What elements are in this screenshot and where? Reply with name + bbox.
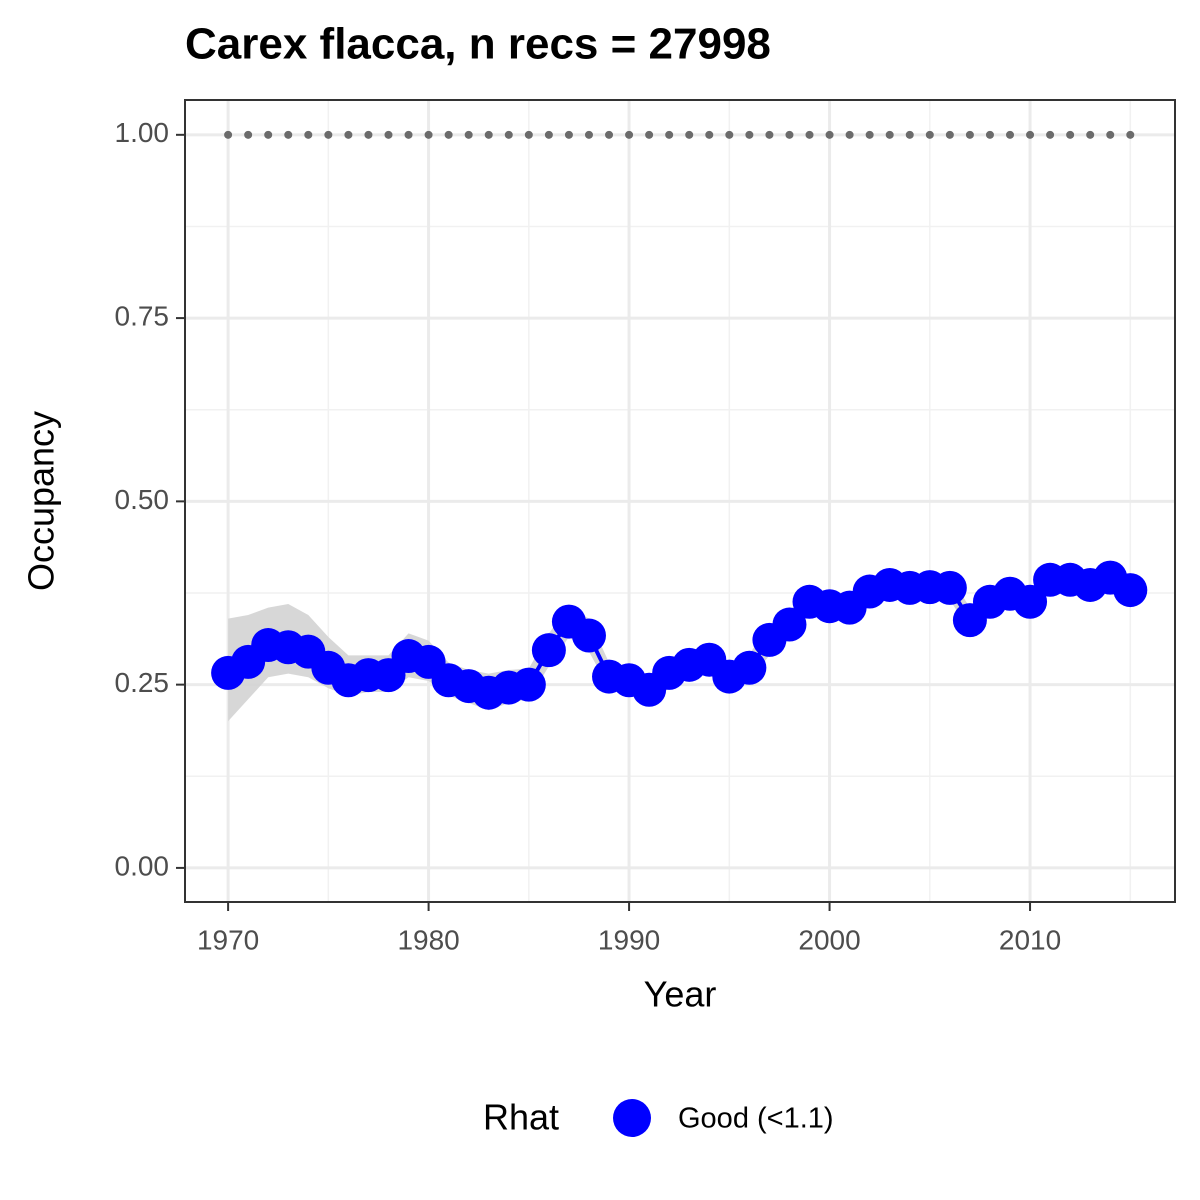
- dotted-point: [1126, 130, 1135, 139]
- plot-border: [184, 99, 1176, 903]
- y-axis-title: Occupancy: [21, 411, 62, 591]
- dotted-point: [665, 130, 674, 139]
- dotted-point: [584, 130, 593, 139]
- dotted-point: [224, 130, 233, 139]
- dotted-point: [885, 130, 894, 139]
- dotted-point: [504, 130, 513, 139]
- dotted-point: [845, 130, 854, 139]
- dotted-point: [685, 130, 694, 139]
- dotted-point: [244, 130, 253, 139]
- legend-label: Good (<1.1): [678, 1103, 834, 1135]
- data-point: [511, 667, 546, 702]
- dotted-point: [605, 130, 614, 139]
- dotted-point: [725, 130, 734, 139]
- data-point: [1013, 584, 1048, 619]
- data-point: [772, 607, 807, 642]
- y-tick-label: 0.25: [115, 667, 170, 698]
- dotted-point: [705, 130, 714, 139]
- x-axis-title: Year: [644, 974, 717, 1015]
- dotted-point: [805, 130, 814, 139]
- dotted-point: [625, 130, 634, 139]
- data-point: [571, 618, 606, 653]
- data-point: [531, 633, 566, 668]
- dotted-point: [745, 130, 754, 139]
- dotted-point: [344, 130, 353, 139]
- dotted-point: [404, 130, 413, 139]
- dotted-point: [765, 130, 774, 139]
- chart-title: Carex flacca, n recs = 27998: [185, 20, 771, 69]
- dotted-point: [1106, 130, 1115, 139]
- dotted-point: [284, 130, 293, 139]
- dotted-point: [264, 130, 273, 139]
- dotted-point: [985, 130, 994, 139]
- dotted-point: [1066, 130, 1075, 139]
- x-tick-label: 2000: [798, 924, 860, 955]
- dotted-point: [1026, 130, 1035, 139]
- dotted-point: [1046, 130, 1055, 139]
- x-tick-label: 1970: [197, 924, 259, 955]
- dotted-point: [304, 130, 313, 139]
- y-tick-label: 0.50: [115, 484, 170, 515]
- data-point: [932, 570, 967, 605]
- dotted-point: [825, 130, 834, 139]
- dotted-point: [925, 130, 934, 139]
- data-point: [732, 650, 767, 685]
- x-tick-label: 1980: [397, 924, 459, 955]
- dotted-point: [905, 130, 914, 139]
- dotted-point: [945, 130, 954, 139]
- data-point: [1113, 573, 1148, 608]
- dotted-point: [364, 130, 373, 139]
- dotted-point: [424, 130, 433, 139]
- y-tick-label: 1.00: [115, 117, 170, 148]
- dotted-point: [785, 130, 794, 139]
- y-tick-label: 0.75: [115, 300, 170, 331]
- dotted-point: [384, 130, 393, 139]
- dotted-point: [484, 130, 493, 139]
- dotted-point: [645, 130, 654, 139]
- legend-swatch: [613, 1099, 651, 1137]
- dotted-point: [1006, 130, 1014, 139]
- x-tick-label: 1990: [598, 924, 660, 955]
- dotted-point: [1086, 130, 1095, 139]
- y-tick-label: 0.00: [115, 850, 170, 881]
- dotted-point: [524, 130, 533, 139]
- dotted-point: [865, 130, 874, 139]
- dotted-point: [564, 130, 573, 139]
- dotted-point: [324, 130, 333, 139]
- dotted-point: [464, 130, 473, 139]
- dotted-point: [544, 130, 553, 139]
- dotted-point: [444, 130, 453, 139]
- dotted-point: [965, 130, 974, 139]
- x-tick-label: 2010: [999, 924, 1061, 955]
- legend-title: Rhat: [483, 1097, 559, 1138]
